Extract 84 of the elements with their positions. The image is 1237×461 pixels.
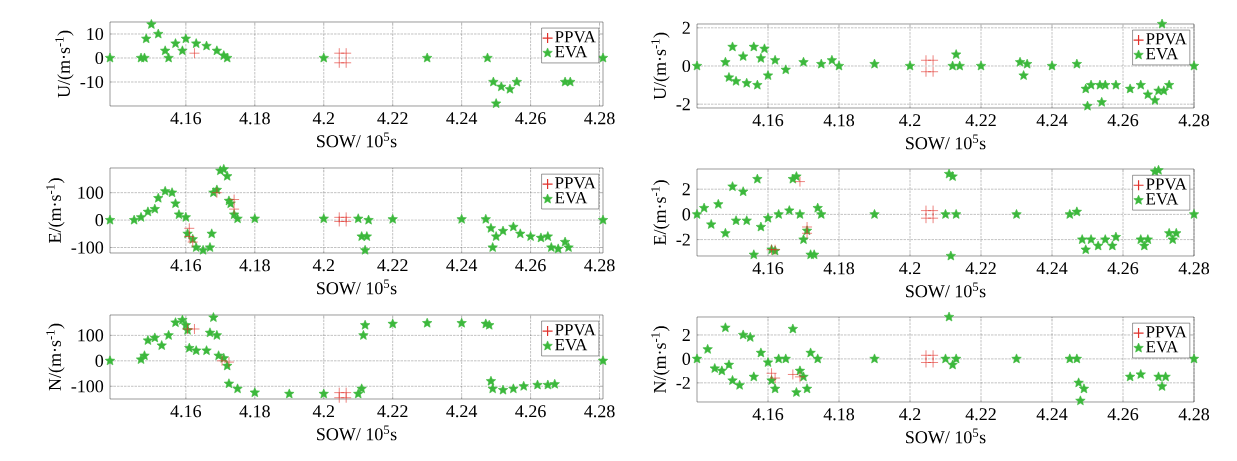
x-tick-label: 4.26 — [1107, 262, 1139, 275]
x-tick-label: 4.16 — [752, 262, 784, 275]
x-tick-label: 4.28 — [1178, 114, 1210, 127]
x-tick-label: 4.18 — [823, 114, 855, 127]
y-tick-label: 2 — [682, 329, 690, 341]
legend-label: PPVA — [555, 324, 596, 336]
y-tick-label: -100 — [71, 380, 104, 393]
y-tick-label: 2 — [682, 183, 690, 196]
legend-label: PPVA — [1146, 326, 1187, 338]
x-tick-label: 4.26 — [1107, 408, 1139, 421]
y-tick-label: 0 — [682, 59, 691, 73]
y-axis-title: E/(m·s$^{-1}$) — [46, 178, 65, 243]
x-tick-label: 4.28 — [584, 405, 615, 418]
x-tick-label: 4.28 — [584, 112, 615, 125]
y-tick-label: 2 — [682, 21, 690, 34]
x-tick-label: 4.22 — [377, 405, 408, 418]
x-axis-title: SOW/ 10$^{5}$s — [317, 425, 397, 441]
x-tick-label: 4.22 — [965, 408, 996, 421]
x-tick-label: 4.24 — [1036, 408, 1068, 421]
x-tick-label: 4.2 — [312, 259, 335, 272]
y-tick-label: -2 — [676, 376, 690, 389]
x-tick-label: 4.24 — [1036, 114, 1068, 127]
y-axis-title: N/(m·s$^{-1}$) — [46, 323, 65, 391]
legend-label: PPVA — [555, 31, 596, 43]
x-tick-label: 4.18 — [239, 405, 270, 418]
y-tick-label: 0 — [682, 352, 691, 365]
x-tick-label: 4.24 — [446, 405, 478, 418]
x-tick-label: 4.26 — [515, 405, 546, 418]
x-axis-title: SOW/ 10$^{5}$s — [317, 279, 397, 295]
x-tick-label: 4.18 — [239, 112, 270, 125]
x-tick-label: 4.28 — [1178, 408, 1210, 421]
y-tick-label: -2 — [676, 233, 690, 246]
y-axis-title: U/(m·s$^{-1}$) — [651, 32, 670, 100]
x-tick-label: 4.22 — [377, 259, 408, 272]
x-tick-label: 4.18 — [823, 262, 855, 275]
x-tick-label: 4.28 — [584, 259, 615, 272]
legend-label: EVA — [555, 339, 588, 351]
x-tick-label: 4.2 — [899, 408, 921, 421]
x-tick-label: 4.2 — [899, 114, 921, 127]
x-tick-label: 4.16 — [170, 259, 202, 272]
x-axis-title: SOW/ 10$^{5}$s — [906, 428, 986, 444]
legend-label: EVA — [1146, 193, 1179, 205]
y-tick-label: 100 — [78, 329, 104, 342]
y-tick-label: 0 — [95, 214, 104, 227]
x-tick-label: 4.16 — [170, 112, 202, 125]
x-tick-label: 4.2 — [312, 405, 335, 418]
y-tick-label: 0 — [682, 208, 691, 221]
y-tick-label: -2 — [676, 98, 690, 111]
x-axis-title: SOW/ 10$^{5}$s — [906, 282, 986, 298]
x-axis-title: SOW/ 10$^{5}$s — [906, 134, 986, 150]
legend-label: EVA — [555, 192, 588, 204]
x-tick-label: 4.22 — [377, 112, 408, 125]
y-tick-label: -10 — [80, 75, 104, 89]
x-tick-label: 4.26 — [515, 259, 546, 272]
x-tick-label: 4.24 — [446, 259, 478, 272]
x-tick-label: 4.2 — [312, 112, 335, 125]
y-axis-title: E/(m·s$^{-1}$) — [651, 180, 670, 245]
legend-label: PPVA — [555, 177, 596, 189]
x-tick-label: 4.22 — [965, 114, 996, 127]
legend-label: PPVA — [1146, 178, 1187, 190]
y-axis-title: N/(m·s$^{-1}$) — [651, 326, 670, 393]
x-tick-label: 4.16 — [170, 405, 202, 418]
x-tick-label: 4.2 — [899, 262, 921, 275]
legend-label: EVA — [555, 45, 588, 58]
y-tick-label: -100 — [71, 241, 104, 254]
x-tick-label: 4.22 — [965, 262, 996, 275]
legend-label: EVA — [1146, 341, 1179, 353]
x-tick-label: 4.16 — [752, 114, 784, 127]
y-tick-label: 0 — [95, 51, 104, 65]
x-tick-label: 4.28 — [1178, 262, 1210, 275]
x-axis-title: SOW/ 10$^{5}$s — [317, 132, 397, 148]
y-tick-label: 100 — [78, 186, 104, 199]
x-tick-label: 4.16 — [752, 408, 784, 421]
legend-label: EVA — [1146, 48, 1179, 60]
x-tick-label: 4.26 — [515, 112, 546, 125]
y-tick-label: 10 — [87, 27, 104, 41]
y-axis-title: U/(m·s$^{-1}$) — [55, 30, 74, 98]
x-tick-label: 4.18 — [823, 408, 855, 421]
x-tick-label: 4.18 — [239, 259, 270, 272]
legend-label: PPVA — [1146, 33, 1187, 45]
x-tick-label: 4.24 — [1036, 262, 1068, 275]
y-tick-label: 0 — [95, 354, 104, 367]
x-tick-label: 4.24 — [446, 112, 478, 125]
x-tick-label: 4.26 — [1107, 114, 1139, 127]
